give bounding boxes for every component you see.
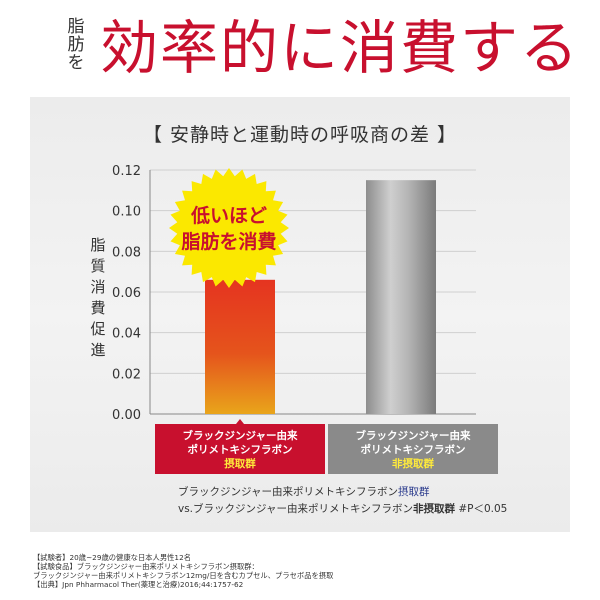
y-tick-label: 0.04 (112, 327, 141, 342)
y-tick-label: 0.02 (112, 367, 141, 382)
header-title: 効率的に消費する (100, 14, 581, 82)
header-small-text: 脂肪を (67, 17, 85, 73)
comparison-line1: ブラックジンジャー由来ポリメトキシフラボン摂取群 (178, 485, 430, 498)
footnote-1: 【試験者】20歳~29歳の健康な日本人男性12名 (33, 553, 192, 562)
comparison-line2-suffix: #P＜0.05 (455, 503, 507, 515)
bar-2 (366, 180, 436, 414)
pointer-triangle (236, 419, 244, 424)
x-category-line2: ポリメトキシフラボン (361, 443, 466, 456)
x-category-box-2 (328, 424, 498, 474)
footnote-4: 【出典】Jpn Phharmacol Ther(薬理と治療)2016;44:17… (33, 580, 244, 589)
bar-1 (205, 279, 275, 414)
comparison-line2: vs.ブラックジンジャー由来ポリメトキシフラボン非摂取群 #P＜0.05 (178, 502, 507, 515)
y-axis-label-char: 費 (90, 299, 105, 317)
y-tick-label: 0.06 (112, 286, 141, 301)
comparison-line1-emphasis: 摂取群 (398, 485, 430, 498)
y-tick-label: 0.08 (112, 245, 141, 260)
y-tick-label: 0.00 (112, 408, 141, 423)
footnote-3: ブラックジンジャー由来ポリメトキシフラボン12mg/日を含むカプセル、プラセボ品… (33, 571, 334, 580)
x-category-line2: ポリメトキシフラボン (188, 443, 293, 456)
comparison-line2-prefix: vs.ブラックジンジャー由来ポリメトキシフラボン (178, 502, 413, 515)
y-axis-label-char: 質 (90, 257, 105, 275)
y-axis-label-char: 促 (90, 320, 105, 338)
x-category-box-1 (155, 424, 325, 474)
footnotes: 【試験者】20歳~29歳の健康な日本人男性12名 【試験食品】ブラックジンジャー… (33, 553, 573, 589)
x-category-group: 摂取群 (224, 457, 256, 470)
y-axis-label-char: 消 (90, 278, 105, 296)
comparison-line1-prefix: ブラックジンジャー由来ポリメトキシフラボン (178, 485, 398, 498)
y-axis-label-char: 脂 (90, 236, 105, 254)
y-axis-label-char: 進 (90, 341, 105, 359)
badge-line2: 脂肪を消費 (181, 230, 276, 253)
y-tick-label: 0.10 (112, 205, 141, 220)
x-category-line1: ブラックジンジャー由来 (183, 429, 298, 442)
chart-title: 【 安静時と運動時の呼吸商の差 】 (142, 124, 458, 146)
header: 脂肪を 効率的に消費する (0, 0, 600, 100)
y-tick-label: 0.12 (112, 164, 141, 179)
x-category-line1: ブラックジンジャー由来 (356, 429, 471, 442)
badge-starburst (169, 168, 289, 288)
badge-line1: 低いほど (190, 204, 267, 227)
x-category-group: 非摂取群 (392, 457, 434, 470)
footnote-2: 【試験食品】ブラックジンジャー由来ポリメトキシフラボン摂取群： (33, 562, 259, 571)
comparison-line2-emphasis: 非摂取群 (413, 502, 455, 515)
